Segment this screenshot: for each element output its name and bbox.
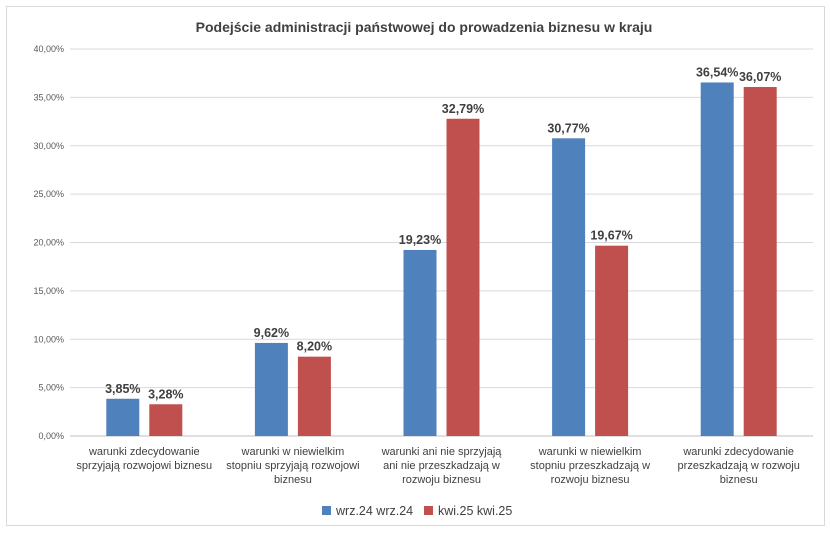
x-tick-label-line: warunki zdecydowanie	[682, 446, 794, 458]
y-tick-label: 25,00%	[33, 189, 64, 199]
y-tick-label: 30,00%	[33, 141, 64, 151]
x-tick-label-line: przeszkadzają w rozwoju	[678, 460, 800, 472]
x-tick-label-line: ani nie przeszkadzają w	[383, 460, 500, 472]
y-tick-label: 5,00%	[38, 383, 64, 393]
chart-title: Podejście administracji państwowej do pr…	[196, 19, 653, 35]
data-label: 32,79%	[442, 102, 484, 116]
x-tick-label-line: rozwoju biznesu	[551, 474, 630, 486]
bar	[552, 138, 586, 437]
data-label: 3,28%	[148, 387, 183, 401]
x-tick-label-line: warunki w niewielkim	[538, 446, 642, 458]
x-tick-label-line: warunki ani nie sprzyjają	[381, 446, 503, 458]
bar	[700, 82, 734, 437]
x-tick-label: warunki ani nie sprzyjają ani nie przeszk…	[381, 446, 503, 486]
legend-label: wrz.24 wrz.24	[335, 504, 413, 518]
data-label: 36,54%	[696, 65, 738, 79]
bar	[446, 118, 480, 437]
x-tick-label-line: sprzyjają rozwojowi biznesu	[76, 460, 212, 472]
x-tick-label-line: stopniu sprzyjają rozwojowi	[226, 460, 359, 472]
x-tick-label-line: stopniu przeszkadzają w	[530, 460, 650, 472]
y-tick-label: 35,00%	[33, 92, 64, 102]
bar	[743, 87, 777, 436]
x-tick-label: warunki w niewielkim stopniu przeszkadzaj…	[530, 446, 650, 486]
bar	[403, 249, 437, 436]
x-tick-label-line: biznesu	[720, 474, 758, 486]
x-tick-label: warunki zdecydowanie przeszkadzają w rozw…	[678, 446, 800, 486]
bar	[595, 245, 629, 436]
x-tick-label-line: warunki zdecydowanie	[88, 446, 200, 458]
data-label: 36,07%	[739, 70, 781, 84]
data-label: 19,23%	[399, 233, 441, 247]
x-tick-label: warunki zdecydowanie sprzyjają rozwojowi …	[76, 446, 212, 472]
bar	[297, 356, 331, 436]
x-tick-label-line: rozwoju biznesu	[402, 474, 481, 486]
bar	[106, 398, 140, 436]
legend-swatch	[322, 506, 331, 515]
data-label: 30,77%	[547, 121, 589, 135]
y-tick-label: 10,00%	[33, 334, 64, 344]
x-tick-label-line: biznesu	[274, 474, 312, 486]
x-tick-label: warunki w niewielkim stopniu sprzyjają ro…	[226, 446, 359, 486]
data-label: 9,62%	[254, 326, 289, 340]
bar	[254, 342, 288, 436]
legend-label: kwi.25 kwi.25	[438, 504, 512, 518]
bar	[149, 404, 183, 436]
data-label: 3,85%	[105, 382, 140, 396]
data-label: 19,67%	[590, 229, 632, 243]
x-tick-label-line: warunki w niewielkim	[241, 446, 345, 458]
y-tick-label: 0,00%	[38, 431, 64, 441]
data-label: 8,20%	[297, 340, 332, 354]
chart-frame	[6, 6, 825, 526]
y-tick-label: 40,00%	[33, 44, 64, 54]
y-tick-label: 15,00%	[33, 286, 64, 296]
legend-swatch	[424, 506, 433, 515]
y-tick-label: 20,00%	[33, 238, 64, 248]
